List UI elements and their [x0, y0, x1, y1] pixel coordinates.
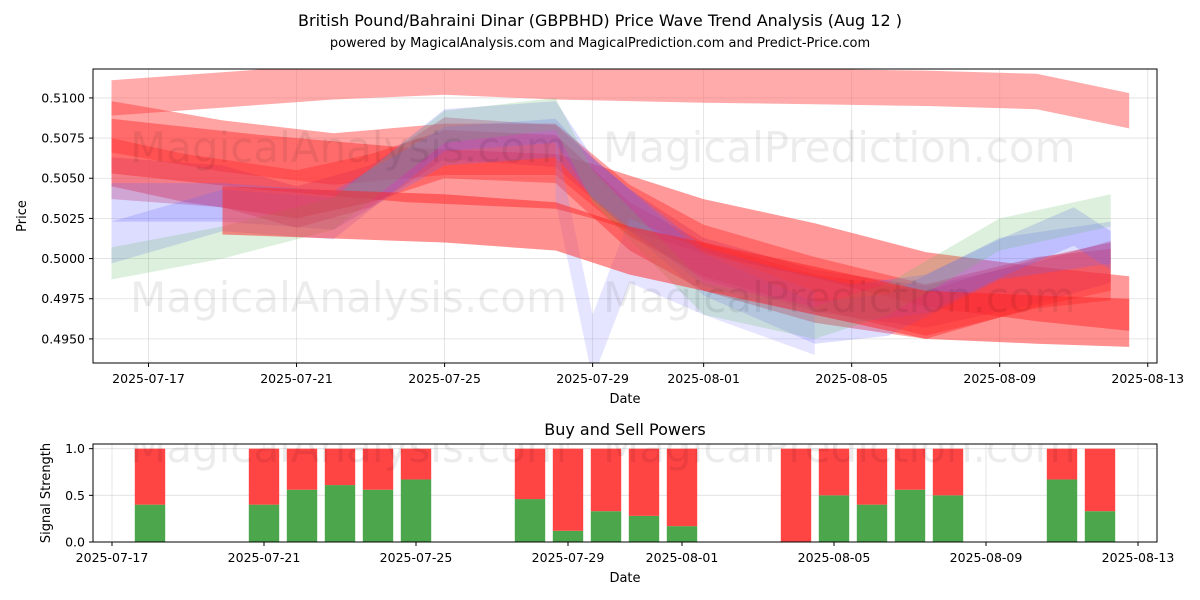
- power-x-axis-label: Date: [609, 571, 640, 586]
- buy-power-bar: [1084, 511, 1116, 542]
- price-x-tick-label: 2025-08-05: [815, 371, 888, 386]
- price-y-tick-label: 0.4975: [41, 291, 85, 306]
- buy-power-bar: [628, 515, 660, 542]
- sell-power-bar: [1046, 448, 1078, 480]
- price-wave-band-10: [222, 186, 1130, 347]
- power-bars: [134, 448, 1116, 542]
- price-y-tick-label: 0.5075: [41, 131, 85, 146]
- buy-power-bar: [362, 489, 394, 542]
- buy-power-bar: [286, 489, 318, 542]
- price-y-tick-label: 0.5025: [41, 211, 85, 226]
- watermark-analysis-top: MagicalAnalysis.com: [130, 123, 567, 172]
- buy-power-bar: [856, 504, 888, 542]
- watermark-prediction-bottom: MagicalPrediction.com: [603, 423, 1076, 472]
- price-x-tick-label: 2025-07-25: [408, 371, 481, 386]
- power-x-tick-label: 2025-08-13: [1102, 550, 1175, 565]
- buy-power-bar: [324, 485, 356, 542]
- price-wave-band-1: [111, 69, 1130, 129]
- price-x-tick-label: 2025-08-13: [1111, 371, 1184, 386]
- buy-power-bar: [134, 504, 166, 542]
- price-wave-band-5: [111, 117, 1111, 328]
- price-chart: MagicalAnalysis.com MagicalPrediction.co…: [15, 68, 1184, 407]
- buy-power-bar: [894, 489, 926, 542]
- sell-power-bar: [932, 448, 964, 496]
- power-chart-title: Buy and Sell Powers: [544, 420, 706, 439]
- power-y-tick-label: 0.5: [65, 488, 85, 503]
- watermark-analysis-bottom: MagicalAnalysis.com: [130, 423, 567, 472]
- sell-power-bar: [248, 448, 280, 505]
- watermark-prediction-top: MagicalPrediction.com: [603, 123, 1076, 172]
- sell-power-bar: [666, 448, 698, 527]
- price-y-ticks: 0.4950 0.4975 0.5000 0.5025 0.5050 0.5075 0.51…: [41, 90, 93, 346]
- buy-power-bar: [666, 526, 698, 542]
- sell-power-bar: [894, 448, 926, 490]
- sell-power-bar: [286, 448, 318, 490]
- power-y-ticks: 0.0 0.5 1.0: [65, 441, 93, 550]
- power-x-tick-label: 2025-08-01: [646, 550, 719, 565]
- price-y-tick-label: 0.5050: [41, 171, 85, 186]
- power-x-ticks: 2025-07-17 2025-07-21 2025-07-25 2025-07-29…: [76, 542, 1175, 565]
- price-y-tick-label: 0.5100: [41, 90, 85, 105]
- sell-power-bar: [514, 448, 546, 500]
- watermark-analysis-mid: MagicalAnalysis.com: [130, 273, 567, 322]
- price-x-tick-label: 2025-08-01: [667, 371, 740, 386]
- chart-title: British Pound/Bahraini Dinar (GBPBHD) Pr…: [298, 11, 902, 30]
- price-plot-frame: [92, 68, 1158, 364]
- power-y-tick-label: 0.0: [65, 535, 85, 550]
- price-y-axis-label: Price: [15, 200, 30, 232]
- sell-power-bar: [552, 448, 584, 531]
- power-x-tick-label: 2025-07-17: [76, 550, 149, 565]
- sell-power-bar: [590, 448, 622, 512]
- sell-power-bar: [780, 448, 812, 542]
- buy-power-bar: [590, 511, 622, 542]
- buy-power-bar: [552, 530, 584, 542]
- sell-power-bar: [856, 448, 888, 505]
- sell-power-bar: [400, 448, 432, 480]
- price-x-ticks: 2025-07-17 2025-07-21 2025-07-25 2025-07-29…: [112, 363, 1184, 386]
- price-x-axis-label: Date: [609, 392, 640, 407]
- price-wave-band-9: [111, 97, 1111, 339]
- price-y-tick-label: 0.4950: [41, 331, 85, 346]
- power-y-axis-label: Signal Strength: [39, 443, 54, 543]
- sell-power-bar: [362, 448, 394, 490]
- sell-power-bar: [1084, 448, 1116, 512]
- price-wave-bands: [111, 69, 1130, 363]
- power-x-tick-label: 2025-07-29: [532, 550, 605, 565]
- buy-power-bar: [514, 499, 546, 542]
- price-x-tick-label: 2025-07-21: [260, 371, 333, 386]
- sell-power-bar: [818, 448, 850, 496]
- power-plot-frame: [92, 443, 1158, 543]
- price-x-tick-label: 2025-08-09: [963, 371, 1036, 386]
- buy-power-bar: [818, 495, 850, 542]
- buy-power-bar: [400, 479, 432, 542]
- buy-power-bar: [1046, 479, 1078, 542]
- price-x-tick-label: 2025-07-17: [112, 371, 185, 386]
- price-y-tick-label: 0.5000: [41, 251, 85, 266]
- sell-power-bar: [324, 448, 356, 486]
- power-y-tick-label: 1.0: [65, 441, 85, 456]
- sell-power-bar: [134, 448, 166, 505]
- chart-subtitle: powered by MagicalAnalysis.com and Magic…: [330, 36, 870, 51]
- power-x-tick-label: 2025-07-25: [380, 550, 453, 565]
- power-chart: Buy and Sell Powers MagicalAnalysis.com …: [39, 420, 1174, 586]
- power-x-tick-label: 2025-08-05: [798, 550, 871, 565]
- power-x-tick-label: 2025-08-09: [950, 550, 1023, 565]
- watermark-prediction-mid: MagicalPrediction.com: [603, 273, 1076, 322]
- buy-power-bar: [932, 495, 964, 542]
- buy-power-bar: [248, 504, 280, 542]
- sell-power-bar: [628, 448, 660, 516]
- power-x-tick-label: 2025-07-21: [228, 550, 301, 565]
- price-x-tick-label: 2025-07-29: [556, 371, 629, 386]
